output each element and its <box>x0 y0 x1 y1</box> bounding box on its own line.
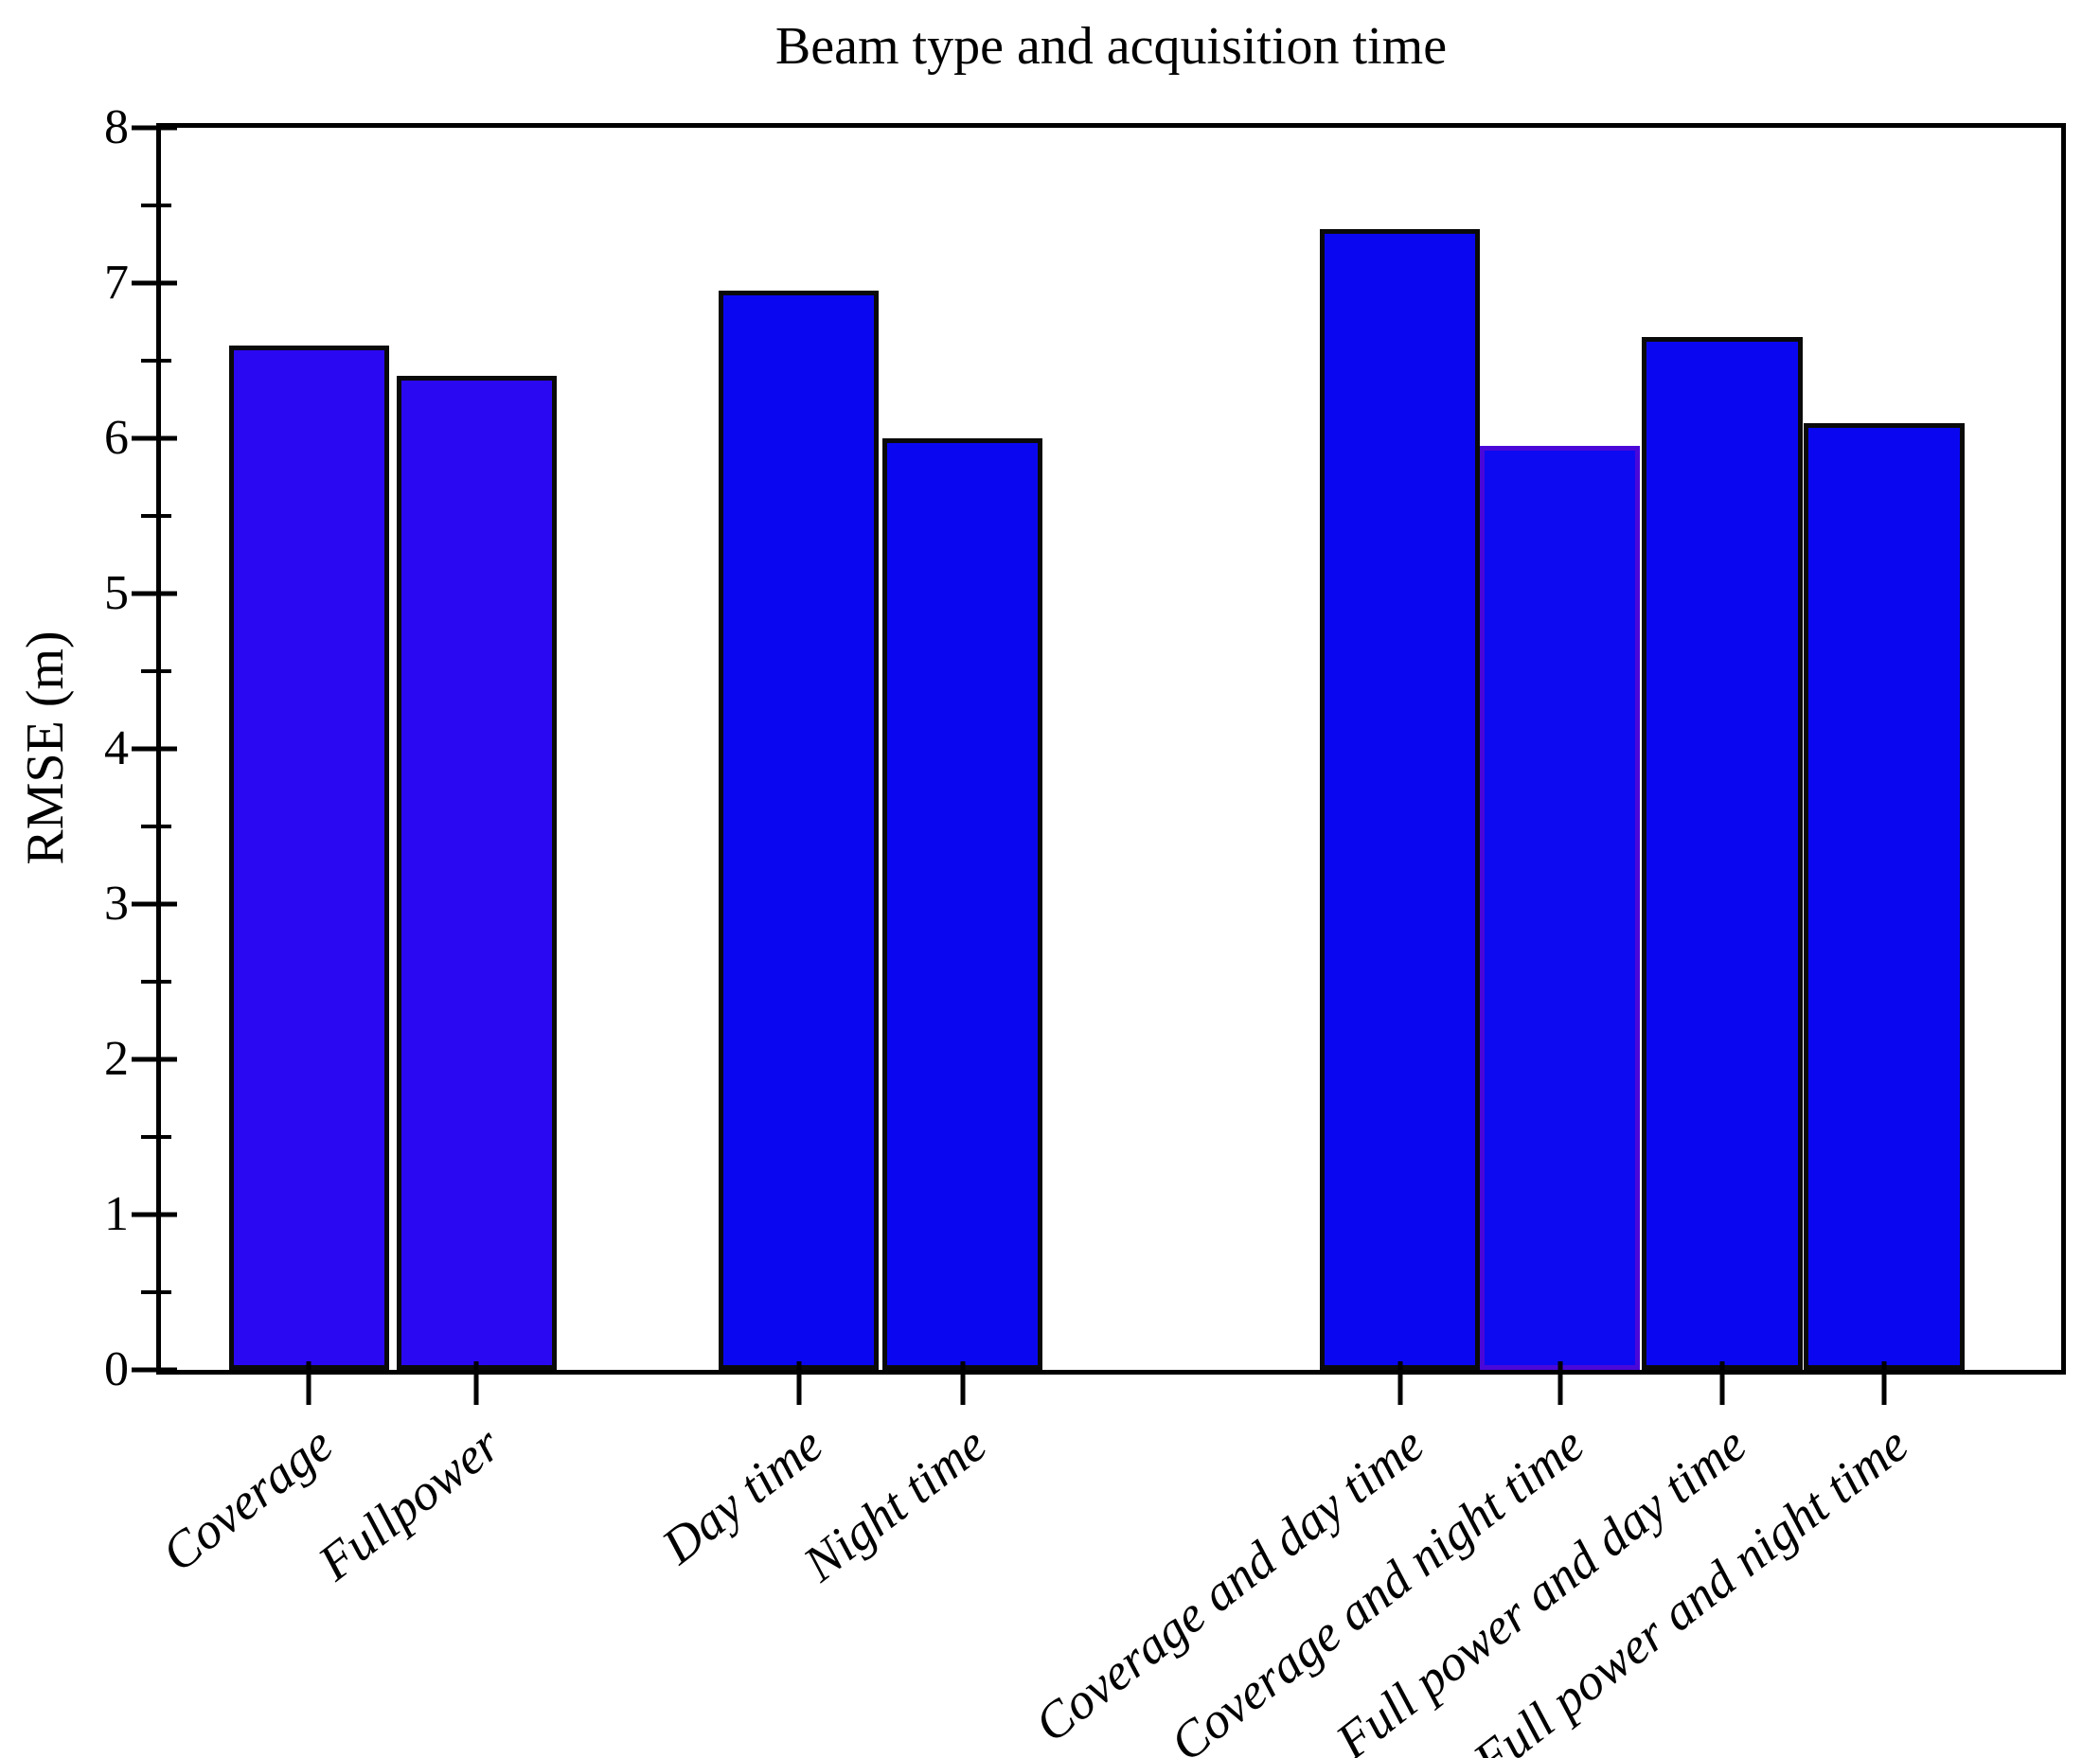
x-ticks-layer <box>161 128 2061 1405</box>
y-minor-tick-4.5 <box>141 669 171 673</box>
y-minor-tick-6.5 <box>141 359 171 363</box>
y-minor-tick-1.5 <box>141 1135 171 1139</box>
x-tick-label-night-time: Night time <box>792 1415 998 1592</box>
y-tick-label-0: 0 <box>104 1342 129 1396</box>
y-tick-label-3: 3 <box>104 877 129 931</box>
x-tick-coverage <box>306 1361 311 1405</box>
x-tick-labels: Coverage Fullpower Day time Night time Cover… <box>151 1415 2061 1758</box>
y-tick-5 <box>132 591 177 596</box>
bar-night-time <box>882 438 1043 1370</box>
bar-coverage <box>228 345 389 1370</box>
y-minor-tick-2.5 <box>141 980 171 984</box>
y-minor-tick-5.5 <box>141 514 171 518</box>
x-tick-fullpower <box>473 1361 479 1405</box>
y-tick-label-7: 7 <box>104 256 129 310</box>
plot-area <box>132 123 2066 1405</box>
y-ticks-layer <box>132 125 2061 1373</box>
x-tick-coverage-and-night-time <box>1557 1361 1563 1405</box>
x-tick-day-time <box>796 1361 802 1405</box>
bar-coverage-and-night-time <box>1480 446 1641 1370</box>
bar-full-power-and-night-time <box>1804 422 1965 1370</box>
x-tick-night-time <box>960 1361 966 1405</box>
y-tick-label-6: 6 <box>104 411 129 465</box>
y-minor-tick-3.5 <box>141 825 171 828</box>
chart-title: Beam type and acquisition time <box>774 17 1448 76</box>
y-tick-4 <box>132 746 177 752</box>
y-tick-label-8: 8 <box>104 100 129 154</box>
bars-layer <box>161 128 2061 1370</box>
y-tick-0 <box>132 1367 177 1373</box>
x-tick-label-fullpower: Fullpower <box>308 1415 511 1592</box>
y-tick-6 <box>132 435 177 441</box>
bar-full-power-and-day-time <box>1642 337 1803 1370</box>
bar-fullpower <box>396 376 557 1370</box>
y-tick-7 <box>132 280 177 286</box>
y-tick-3 <box>132 901 177 907</box>
x-tick-full-power-and-day-time <box>1719 1361 1725 1405</box>
x-tick-label-coverage: Coverage <box>151 1415 344 1583</box>
bar-coverage-and-day-time <box>1319 228 1481 1370</box>
x-tick-full-power-and-night-time <box>1881 1361 1887 1405</box>
x-tick-coverage-and-day-time <box>1397 1361 1403 1405</box>
y-minor-tick-7.5 <box>141 204 171 207</box>
y-tick-1 <box>132 1212 177 1217</box>
y-tick-label-4: 4 <box>104 721 129 775</box>
y-tick-8 <box>132 125 177 131</box>
y-tick-label-1: 1 <box>104 1187 129 1241</box>
y-tick-2 <box>132 1057 177 1062</box>
y-tick-label-5: 5 <box>104 566 129 620</box>
y-minor-tick-0.5 <box>141 1290 171 1294</box>
y-tick-labels: 0 1 2 3 4 5 6 7 8 <box>0 103 142 1394</box>
y-tick-label-2: 2 <box>104 1032 129 1086</box>
